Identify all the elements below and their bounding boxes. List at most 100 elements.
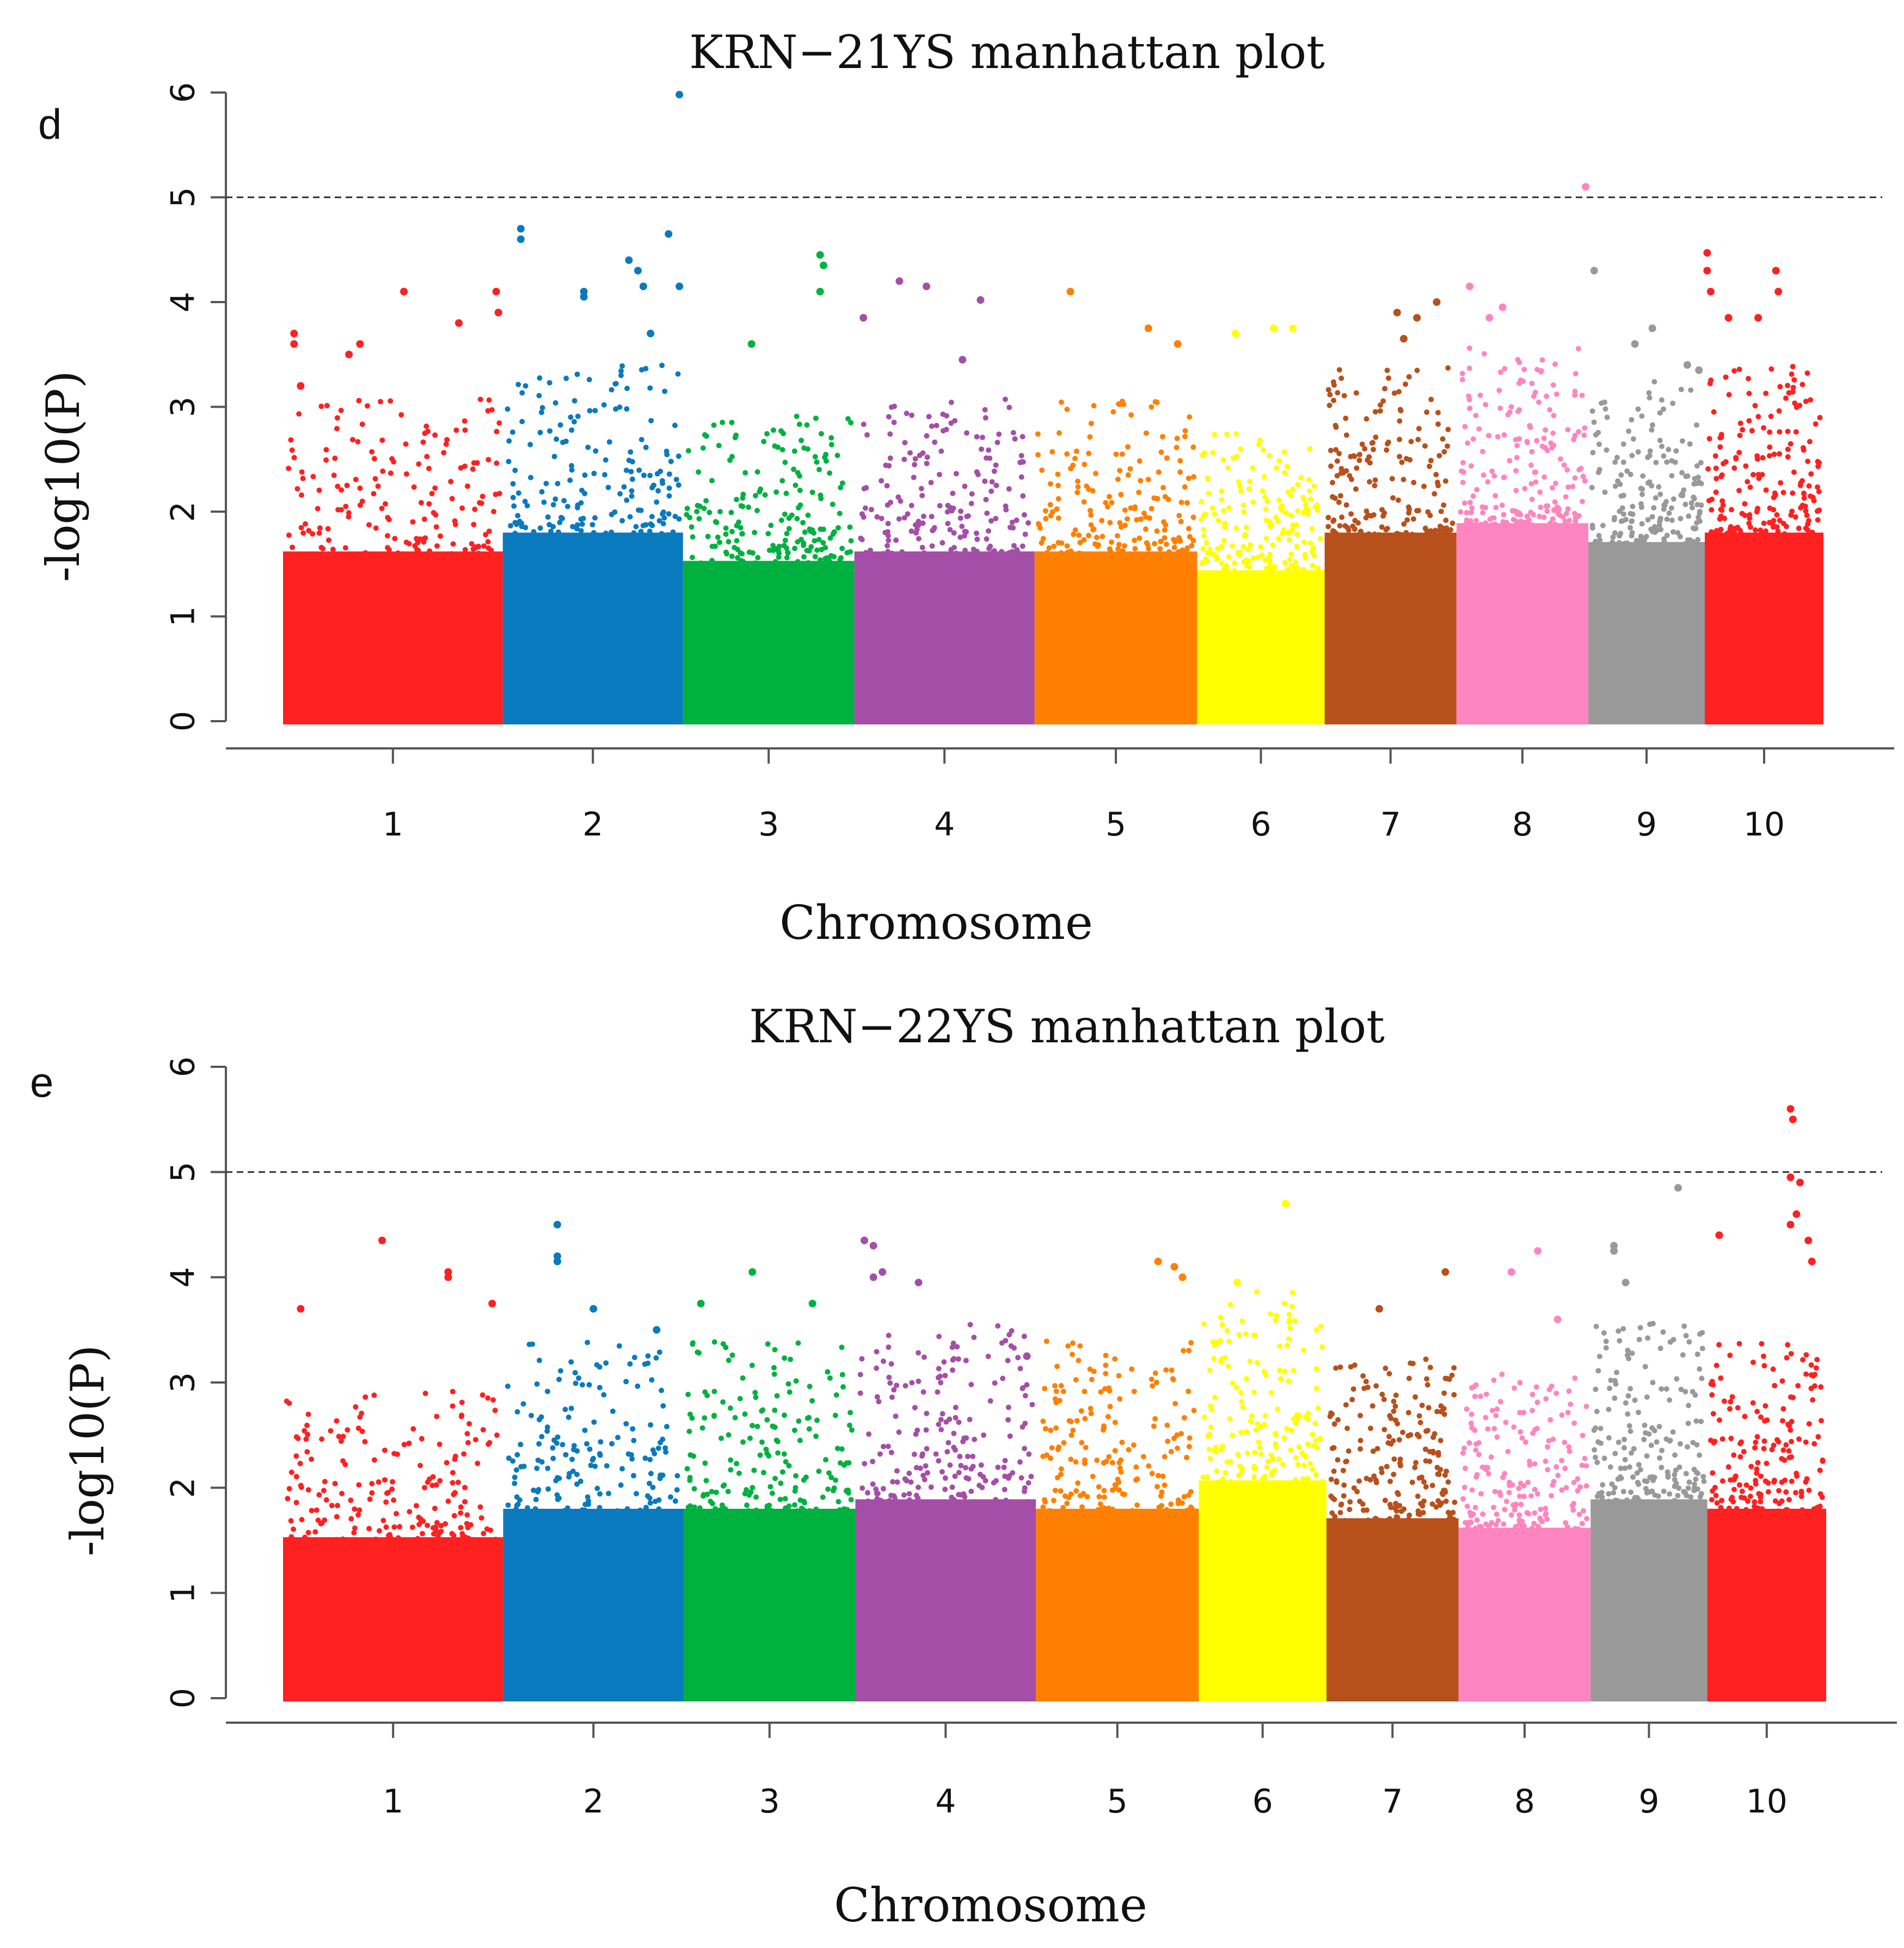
snp-point: [1545, 1467, 1551, 1473]
snp-point: [760, 1470, 766, 1476]
snp-point: [339, 487, 345, 493]
snp-point: [1443, 1498, 1449, 1504]
snp-point: [1208, 1424, 1214, 1430]
snp-point: [1534, 1399, 1540, 1405]
snp-point: [1397, 539, 1403, 545]
snp-point: [1624, 549, 1630, 555]
snp-point: [1783, 524, 1789, 530]
snp-point: [1602, 406, 1608, 412]
snp-point: [797, 1497, 803, 1503]
peak-snp-point: [1703, 249, 1711, 257]
snp-point: [334, 1542, 340, 1548]
snp-point: [1372, 477, 1378, 483]
snp-point: [868, 1501, 874, 1507]
snp-point: [424, 552, 430, 558]
snp-point: [650, 1447, 656, 1453]
snp-point: [813, 1516, 819, 1522]
snp-point: [924, 1470, 930, 1476]
snp-point: [1120, 548, 1126, 554]
snp-point: [830, 1488, 836, 1494]
snp-point: [1315, 565, 1321, 571]
snp-point: [624, 1516, 630, 1522]
snp-point: [425, 1522, 431, 1528]
snp-point: [332, 1480, 338, 1486]
snp-point: [1109, 500, 1115, 506]
snp-point: [448, 478, 454, 484]
snp-point: [420, 439, 426, 445]
snp-point: [749, 564, 755, 570]
snp-point: [924, 454, 930, 460]
snp-point: [393, 1543, 399, 1549]
snp-point: [1372, 483, 1378, 489]
snp-point: [983, 455, 989, 461]
snp-point: [825, 567, 831, 573]
snp-point: [1252, 1449, 1258, 1455]
snp-point: [1073, 448, 1079, 454]
snp-point: [1384, 367, 1390, 373]
y-axis-label: -log10(P): [36, 371, 90, 582]
snp-point: [1146, 515, 1152, 521]
snp-point: [386, 517, 392, 523]
snp-point: [293, 1453, 299, 1459]
snp-point: [1657, 491, 1663, 497]
snp-point: [837, 511, 843, 517]
snp-point: [1048, 513, 1054, 519]
snp-point: [958, 1462, 964, 1468]
snp-point: [448, 557, 454, 563]
snp-point: [711, 422, 717, 428]
snp-point: [1617, 1338, 1623, 1344]
snp-point: [950, 1341, 956, 1347]
snp-point: [515, 490, 521, 496]
snp-point: [481, 543, 487, 549]
peak-snp-point: [290, 329, 298, 337]
snp-point: [1616, 542, 1622, 548]
snp-point: [913, 530, 919, 536]
snp-point: [1018, 474, 1024, 480]
snp-point: [1434, 1409, 1440, 1415]
snp-point: [1330, 518, 1336, 524]
snp-point: [1055, 496, 1061, 502]
snp-point: [1313, 1327, 1319, 1333]
snp-point: [629, 476, 635, 482]
snp-point: [1273, 465, 1279, 471]
snp-point: [1006, 1332, 1012, 1338]
snp-point: [1325, 514, 1331, 520]
snp-point: [894, 1382, 900, 1388]
snp-point: [434, 543, 440, 549]
snp-point: [978, 446, 984, 452]
snp-point: [480, 493, 486, 499]
snp-point: [1252, 1465, 1258, 1471]
snp-point: [1101, 1488, 1107, 1494]
snp-point: [1559, 1458, 1565, 1464]
snp-point: [588, 1462, 594, 1468]
snp-point: [1292, 569, 1298, 575]
snp-point: [766, 548, 772, 554]
snp-point: [1414, 1431, 1420, 1437]
snp-point: [757, 1511, 763, 1517]
snp-point: [378, 398, 384, 404]
snp-point: [1729, 507, 1735, 513]
snp-point: [1743, 532, 1749, 538]
snp-point: [1383, 533, 1389, 539]
snp-point: [1203, 576, 1209, 582]
snp-point: [1237, 1464, 1243, 1470]
snp-point: [1503, 1498, 1509, 1504]
y-tick-label: 3: [164, 1372, 202, 1393]
snp-point: [1499, 502, 1505, 508]
snp-point: [1370, 1448, 1376, 1454]
snp-point: [1186, 475, 1191, 481]
snp-point: [992, 1380, 998, 1386]
snp-point: [936, 1421, 942, 1427]
snp-point: [450, 1388, 456, 1394]
snp-point: [709, 1489, 715, 1495]
snp-point: [778, 428, 784, 434]
snp-point: [942, 1486, 948, 1492]
snp-point: [1116, 1487, 1122, 1493]
snp-point: [1465, 1524, 1471, 1530]
snp-point: [1815, 533, 1821, 539]
snp-point: [418, 500, 424, 506]
snp-point: [647, 1480, 653, 1486]
snp-point: [338, 407, 344, 413]
snp-point: [1451, 1365, 1457, 1371]
snp-point: [674, 1487, 680, 1493]
